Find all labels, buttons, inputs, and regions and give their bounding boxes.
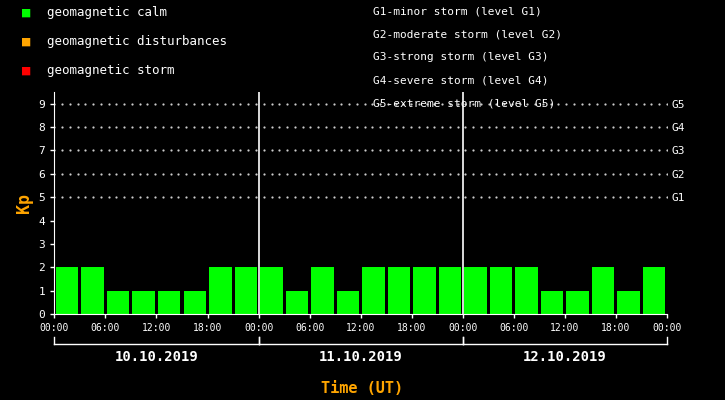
Y-axis label: Kp: Kp xyxy=(15,193,33,213)
Bar xyxy=(56,267,78,314)
Text: G2-moderate storm (level G2): G2-moderate storm (level G2) xyxy=(373,29,563,39)
Text: 10.10.2019: 10.10.2019 xyxy=(115,350,199,364)
Bar xyxy=(592,267,614,314)
Bar xyxy=(235,267,257,314)
Bar xyxy=(107,291,130,314)
Bar xyxy=(260,267,283,314)
Bar xyxy=(490,267,513,314)
Text: G4-severe storm (level G4): G4-severe storm (level G4) xyxy=(373,76,549,86)
Text: Time (UT): Time (UT) xyxy=(321,381,404,396)
Bar xyxy=(209,267,231,314)
Text: ■: ■ xyxy=(22,6,30,20)
Bar xyxy=(439,267,461,314)
Bar xyxy=(362,267,385,314)
Bar xyxy=(133,291,155,314)
Bar xyxy=(413,267,436,314)
Text: geomagnetic storm: geomagnetic storm xyxy=(47,64,175,77)
Text: geomagnetic calm: geomagnetic calm xyxy=(47,6,167,19)
Text: ■: ■ xyxy=(22,64,30,78)
Text: G1-minor storm (level G1): G1-minor storm (level G1) xyxy=(373,6,542,16)
Text: 12.10.2019: 12.10.2019 xyxy=(523,350,607,364)
Bar xyxy=(643,267,666,314)
Text: ■: ■ xyxy=(22,35,30,49)
Bar xyxy=(388,267,410,314)
Bar xyxy=(336,291,359,314)
Bar xyxy=(183,291,206,314)
Bar xyxy=(464,267,486,314)
Bar xyxy=(81,267,104,314)
Text: 11.10.2019: 11.10.2019 xyxy=(319,350,402,364)
Bar xyxy=(566,291,589,314)
Text: G3-strong storm (level G3): G3-strong storm (level G3) xyxy=(373,52,549,62)
Bar xyxy=(541,291,563,314)
Bar xyxy=(618,291,640,314)
Bar xyxy=(286,291,308,314)
Bar xyxy=(515,267,538,314)
Bar xyxy=(311,267,334,314)
Text: G5-extreme storm (level G5): G5-extreme storm (level G5) xyxy=(373,99,555,109)
Bar xyxy=(158,291,181,314)
Text: geomagnetic disturbances: geomagnetic disturbances xyxy=(47,35,227,48)
